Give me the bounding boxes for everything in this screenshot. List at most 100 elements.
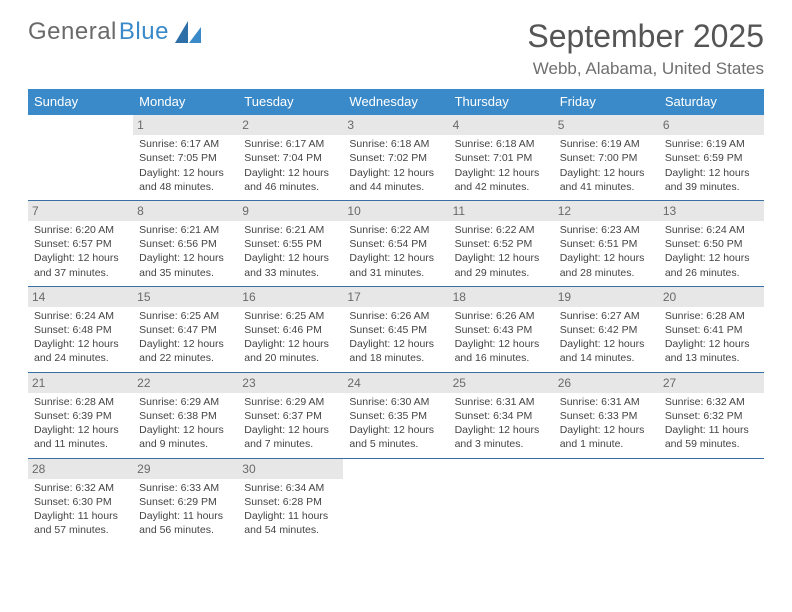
sail-icon	[175, 21, 201, 43]
day-number: 17	[343, 287, 448, 307]
day-cell: 20Sunrise: 6:28 AMSunset: 6:41 PMDayligh…	[659, 287, 764, 372]
month-title: September 2025	[527, 18, 764, 55]
day-detail-sunrise: Sunrise: 6:32 AM	[34, 481, 129, 495]
day-detail-sunrise: Sunrise: 6:29 AM	[244, 395, 339, 409]
day-detail-day2: and 59 minutes.	[665, 437, 760, 451]
day-detail-day1: Daylight: 12 hours	[455, 251, 550, 265]
day-cell: 27Sunrise: 6:32 AMSunset: 6:32 PMDayligh…	[659, 373, 764, 458]
day-detail-sunset: Sunset: 6:43 PM	[455, 323, 550, 337]
day-cell: 7Sunrise: 6:20 AMSunset: 6:57 PMDaylight…	[28, 201, 133, 286]
day-detail-sunset: Sunset: 7:05 PM	[139, 151, 234, 165]
day-detail-day1: Daylight: 12 hours	[665, 166, 760, 180]
day-detail-day2: and 29 minutes.	[455, 266, 550, 280]
day-detail-day2: and 11 minutes.	[34, 437, 129, 451]
day-cell: .	[343, 459, 448, 544]
day-detail-sunset: Sunset: 6:47 PM	[139, 323, 234, 337]
day-detail-day2: and 56 minutes.	[139, 523, 234, 537]
day-detail-sunset: Sunset: 7:02 PM	[349, 151, 444, 165]
day-detail-day1: Daylight: 12 hours	[244, 337, 339, 351]
day-detail-day2: and 28 minutes.	[560, 266, 655, 280]
day-detail-sunrise: Sunrise: 6:30 AM	[349, 395, 444, 409]
day-detail-sunrise: Sunrise: 6:18 AM	[349, 137, 444, 151]
day-detail-sunrise: Sunrise: 6:24 AM	[34, 309, 129, 323]
day-detail-day1: Daylight: 12 hours	[244, 166, 339, 180]
day-cell: 28Sunrise: 6:32 AMSunset: 6:30 PMDayligh…	[28, 459, 133, 544]
day-number: 6	[659, 115, 764, 135]
day-cell: 5Sunrise: 6:19 AMSunset: 7:00 PMDaylight…	[554, 115, 659, 200]
day-detail-sunset: Sunset: 6:46 PM	[244, 323, 339, 337]
day-detail-sunrise: Sunrise: 6:18 AM	[455, 137, 550, 151]
day-detail-day1: Daylight: 12 hours	[244, 251, 339, 265]
day-detail-day1: Daylight: 12 hours	[139, 251, 234, 265]
day-detail-day1: Daylight: 12 hours	[349, 251, 444, 265]
day-detail-sunrise: Sunrise: 6:32 AM	[665, 395, 760, 409]
day-detail-sunrise: Sunrise: 6:17 AM	[244, 137, 339, 151]
day-detail-day2: and 44 minutes.	[349, 180, 444, 194]
weekday-header: Saturday	[659, 89, 764, 115]
day-detail-day1: Daylight: 12 hours	[139, 166, 234, 180]
day-detail-day1: Daylight: 12 hours	[349, 423, 444, 437]
day-detail-sunset: Sunset: 6:41 PM	[665, 323, 760, 337]
day-detail-day2: and 54 minutes.	[244, 523, 339, 537]
day-detail-day1: Daylight: 12 hours	[665, 337, 760, 351]
day-detail-day2: and 41 minutes.	[560, 180, 655, 194]
day-detail-day1: Daylight: 12 hours	[560, 337, 655, 351]
weekday-header: Thursday	[449, 89, 554, 115]
day-number: 28	[28, 459, 133, 479]
day-detail-sunrise: Sunrise: 6:34 AM	[244, 481, 339, 495]
weekday-header-row: Sunday Monday Tuesday Wednesday Thursday…	[28, 89, 764, 115]
day-detail-sunrise: Sunrise: 6:24 AM	[665, 223, 760, 237]
day-detail-sunrise: Sunrise: 6:21 AM	[139, 223, 234, 237]
day-cell: 8Sunrise: 6:21 AMSunset: 6:56 PMDaylight…	[133, 201, 238, 286]
day-cell: 17Sunrise: 6:26 AMSunset: 6:45 PMDayligh…	[343, 287, 448, 372]
day-cell: .	[449, 459, 554, 544]
day-detail-day1: Daylight: 12 hours	[139, 423, 234, 437]
day-cell: .	[28, 115, 133, 200]
week-row: 14Sunrise: 6:24 AMSunset: 6:48 PMDayligh…	[28, 287, 764, 373]
day-detail-day2: and 37 minutes.	[34, 266, 129, 280]
weekday-header: Wednesday	[343, 89, 448, 115]
day-cell: 12Sunrise: 6:23 AMSunset: 6:51 PMDayligh…	[554, 201, 659, 286]
day-cell: 3Sunrise: 6:18 AMSunset: 7:02 PMDaylight…	[343, 115, 448, 200]
day-detail-sunset: Sunset: 6:35 PM	[349, 409, 444, 423]
day-detail-day1: Daylight: 11 hours	[244, 509, 339, 523]
day-cell: 16Sunrise: 6:25 AMSunset: 6:46 PMDayligh…	[238, 287, 343, 372]
day-number: 20	[659, 287, 764, 307]
day-detail-sunset: Sunset: 6:38 PM	[139, 409, 234, 423]
day-number: 15	[133, 287, 238, 307]
day-detail-sunrise: Sunrise: 6:31 AM	[560, 395, 655, 409]
day-number: 18	[449, 287, 554, 307]
day-detail-sunrise: Sunrise: 6:22 AM	[455, 223, 550, 237]
day-cell: 10Sunrise: 6:22 AMSunset: 6:54 PMDayligh…	[343, 201, 448, 286]
day-detail-sunrise: Sunrise: 6:26 AM	[349, 309, 444, 323]
day-number: 16	[238, 287, 343, 307]
day-cell: 2Sunrise: 6:17 AMSunset: 7:04 PMDaylight…	[238, 115, 343, 200]
day-detail-day2: and 7 minutes.	[244, 437, 339, 451]
day-number: 30	[238, 459, 343, 479]
day-cell: 24 Sunrise: 6:30 AMSunset: 6:35 PMDayligh…	[343, 373, 448, 458]
day-detail-sunset: Sunset: 6:45 PM	[349, 323, 444, 337]
logo-text-general: General	[28, 18, 117, 46]
weekday-header: Tuesday	[238, 89, 343, 115]
day-number: 24	[343, 373, 448, 393]
day-cell: 15Sunrise: 6:25 AMSunset: 6:47 PMDayligh…	[133, 287, 238, 372]
day-detail-sunset: Sunset: 6:55 PM	[244, 237, 339, 251]
day-cell: 23Sunrise: 6:29 AMSunset: 6:37 PMDayligh…	[238, 373, 343, 458]
day-detail-sunset: Sunset: 6:30 PM	[34, 495, 129, 509]
day-detail-sunset: Sunset: 6:39 PM	[34, 409, 129, 423]
day-detail-day1: Daylight: 12 hours	[34, 251, 129, 265]
day-number: 9	[238, 201, 343, 221]
day-detail-sunset: Sunset: 6:33 PM	[560, 409, 655, 423]
day-detail-day1: Daylight: 12 hours	[560, 251, 655, 265]
day-detail-day2: and 1 minute.	[560, 437, 655, 451]
calendar: Sunday Monday Tuesday Wednesday Thursday…	[28, 89, 764, 543]
day-number: 5	[554, 115, 659, 135]
day-detail-sunset: Sunset: 6:57 PM	[34, 237, 129, 251]
day-cell: 6Sunrise: 6:19 AMSunset: 6:59 PMDaylight…	[659, 115, 764, 200]
calendar-page: GeneralBlue September 2025 Webb, Alabama…	[0, 0, 792, 561]
day-detail-sunrise: Sunrise: 6:33 AM	[139, 481, 234, 495]
day-detail-day2: and 22 minutes.	[139, 351, 234, 365]
day-detail-sunrise: Sunrise: 6:20 AM	[34, 223, 129, 237]
day-detail-sunset: Sunset: 6:56 PM	[139, 237, 234, 251]
day-number: 12	[554, 201, 659, 221]
